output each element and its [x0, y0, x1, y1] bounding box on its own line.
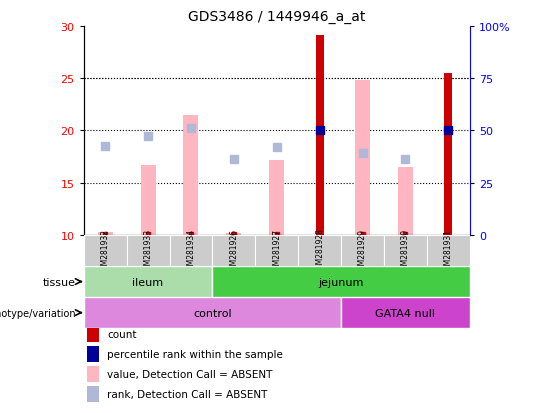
Text: GSM281931: GSM281931: [444, 228, 453, 274]
Bar: [86, 326, 99, 342]
Text: GSM281929: GSM281929: [358, 228, 367, 274]
Bar: [212, 266, 470, 297]
Bar: [86, 346, 99, 363]
Bar: [184, 116, 199, 235]
Bar: [384, 235, 427, 266]
Bar: [269, 160, 284, 235]
Bar: [84, 235, 126, 266]
Bar: [444, 74, 452, 235]
Text: tissue: tissue: [43, 277, 76, 287]
Bar: [212, 235, 255, 266]
Bar: [170, 235, 212, 266]
Bar: [126, 235, 170, 266]
Bar: [427, 235, 470, 266]
Bar: [355, 81, 370, 235]
Text: GSM281927: GSM281927: [272, 228, 281, 274]
Text: percentile rank within the sample: percentile rank within the sample: [107, 349, 283, 359]
Bar: [255, 235, 298, 266]
Text: ileum: ileum: [132, 277, 164, 287]
Text: GSM281934: GSM281934: [186, 228, 195, 274]
Text: GSM281930: GSM281930: [401, 228, 410, 274]
Bar: [86, 386, 99, 403]
Text: GSM281926: GSM281926: [230, 228, 238, 274]
Bar: [84, 266, 212, 297]
Bar: [84, 297, 341, 328]
Text: rank, Detection Call = ABSENT: rank, Detection Call = ABSENT: [107, 389, 268, 399]
Bar: [298, 235, 341, 266]
Text: GSM281933: GSM281933: [144, 228, 153, 274]
Text: GSM281928: GSM281928: [315, 228, 324, 274]
Text: value, Detection Call = ABSENT: value, Detection Call = ABSENT: [107, 369, 273, 379]
Bar: [341, 297, 470, 328]
Text: control: control: [193, 308, 232, 318]
Text: count: count: [107, 330, 137, 339]
Bar: [86, 366, 99, 382]
Bar: [140, 166, 156, 235]
Title: GDS3486 / 1449946_a_at: GDS3486 / 1449946_a_at: [188, 10, 366, 24]
Bar: [226, 233, 241, 235]
Bar: [398, 168, 413, 235]
Bar: [316, 36, 323, 235]
Text: genotype/variation: genotype/variation: [0, 308, 76, 318]
Bar: [341, 235, 384, 266]
Text: jejunum: jejunum: [319, 277, 364, 287]
Text: GATA4 null: GATA4 null: [375, 308, 435, 318]
Bar: [98, 232, 113, 235]
Text: GSM281932: GSM281932: [100, 228, 110, 274]
